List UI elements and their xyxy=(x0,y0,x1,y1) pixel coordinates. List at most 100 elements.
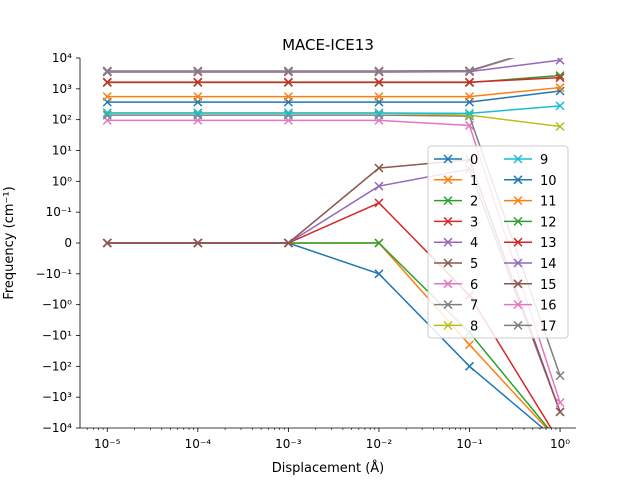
y-tick-label: −10⁻¹ xyxy=(36,267,73,281)
legend-marker xyxy=(443,175,453,185)
y-tick-label: 10¹ xyxy=(52,144,72,158)
legend-label: 1 xyxy=(470,174,478,189)
data-point xyxy=(555,407,565,417)
y-tick-label: −10² xyxy=(42,359,72,373)
legend-label: 9 xyxy=(540,153,548,168)
legend-marker xyxy=(443,279,453,289)
data-point xyxy=(555,398,565,408)
data-point xyxy=(193,77,203,87)
x-tick-label: 10⁻¹ xyxy=(456,437,483,451)
data-point xyxy=(193,66,203,76)
data-point xyxy=(555,121,565,132)
data-point xyxy=(102,92,112,102)
legend-marker xyxy=(443,154,453,164)
legend-marker xyxy=(443,237,453,247)
y-ticks: 10⁴ 10³ 10² 10¹ 10⁰ 10⁻¹ 0 −10⁻¹ −10⁰ −10¹ −10² −10… xyxy=(36,51,80,435)
legend-marker xyxy=(513,154,523,164)
legend-label: 17 xyxy=(540,319,557,334)
data-point xyxy=(555,101,565,111)
legend-label: 13 xyxy=(540,236,557,251)
legend-label: 4 xyxy=(470,236,478,251)
data-point xyxy=(464,340,475,350)
legend-marker xyxy=(513,300,523,310)
data-point xyxy=(464,92,475,102)
data-point xyxy=(374,269,384,279)
data-point xyxy=(102,66,112,76)
legend-label: 5 xyxy=(470,257,478,272)
legend-label: 3 xyxy=(470,215,478,230)
data-point xyxy=(374,77,384,87)
chart-title: MACE-ICE13 xyxy=(282,36,374,54)
data-point xyxy=(374,108,384,118)
data-point xyxy=(283,77,293,87)
legend-label: 16 xyxy=(540,299,557,314)
data-point xyxy=(283,92,293,102)
data-point xyxy=(283,108,293,118)
data-point xyxy=(374,181,384,191)
data-point xyxy=(464,361,475,371)
y-axis-label: Frequency (cm⁻¹) xyxy=(2,186,17,299)
data-point xyxy=(102,77,112,87)
legend-marker xyxy=(513,258,523,268)
y-tick-label: −10¹ xyxy=(42,329,72,343)
legend-label: 10 xyxy=(540,174,557,189)
y-tick-label: −10⁴ xyxy=(42,421,72,435)
data-point xyxy=(102,238,112,248)
legend-marker xyxy=(443,320,453,330)
data-point xyxy=(555,371,565,381)
legend-label: 11 xyxy=(540,195,557,210)
legend-label: 12 xyxy=(540,215,557,230)
series-line-11 xyxy=(107,86,561,98)
y-tick-label: −10³ xyxy=(42,390,72,404)
data-point xyxy=(102,108,112,118)
data-point xyxy=(283,238,293,248)
legend-marker xyxy=(513,237,523,247)
data-point xyxy=(464,66,475,76)
x-ticks: 10⁻⁵ 10⁻⁴ 10⁻³ 10⁻² 10⁻¹ 10⁰ xyxy=(86,428,570,451)
x-axis-label: Displacement (Å) xyxy=(272,460,385,476)
legend-marker xyxy=(443,258,453,268)
legend-label: 0 xyxy=(470,153,478,168)
legend-marker xyxy=(513,320,523,330)
legend-label: 15 xyxy=(540,278,557,293)
y-tick-label: 10⁴ xyxy=(52,51,72,65)
data-point xyxy=(555,83,565,93)
series-line-9 xyxy=(107,105,561,115)
legend-marker xyxy=(513,216,523,226)
legend-label: 8 xyxy=(470,319,478,334)
legend-marker xyxy=(513,175,523,185)
legend-marker xyxy=(513,196,523,206)
data-point xyxy=(374,66,384,76)
data-point xyxy=(555,73,565,83)
legend-marker xyxy=(443,216,453,226)
legend-box xyxy=(427,145,569,339)
data-point xyxy=(193,92,203,102)
data-point xyxy=(464,77,475,87)
data-point xyxy=(374,198,384,208)
x-tick-label: 10⁻⁴ xyxy=(185,437,212,451)
series-lines xyxy=(102,58,565,428)
legend-marker xyxy=(443,300,453,310)
data-point xyxy=(374,238,384,248)
data-point xyxy=(193,238,203,248)
legend-label: 14 xyxy=(540,257,557,272)
x-tick-label: 10⁻⁵ xyxy=(94,437,121,451)
y-tick-label: 0 xyxy=(64,236,72,250)
data-point xyxy=(464,108,475,118)
data-point xyxy=(374,92,384,102)
y-tick-label: 10⁰ xyxy=(52,174,72,188)
series-line-10 xyxy=(107,90,561,103)
data-point xyxy=(555,58,565,65)
series-line-13 xyxy=(107,76,561,83)
series-line-17 xyxy=(107,58,514,72)
x-tick-label: 10⁻³ xyxy=(275,437,302,451)
y-tick-label: 10³ xyxy=(52,82,72,96)
data-point xyxy=(283,66,293,76)
legend-marker xyxy=(443,196,453,206)
legend-label: 2 xyxy=(470,195,478,210)
data-point xyxy=(374,163,384,173)
x-tick-label: 10⁰ xyxy=(550,437,570,451)
legend-marker xyxy=(513,279,523,289)
